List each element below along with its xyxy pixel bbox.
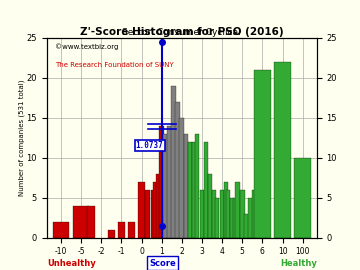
Bar (180, 118, 184, 238)
Bar (220, 190, 224, 238)
Bar (87, 206, 95, 238)
Bar (188, 142, 192, 238)
Bar (163, 134, 168, 238)
Bar (255, 206, 260, 238)
Bar (235, 182, 239, 238)
Bar (192, 142, 196, 238)
Bar (226, 190, 230, 238)
Bar (145, 190, 150, 238)
Bar (248, 198, 253, 238)
Bar (156, 174, 161, 238)
Bar (153, 182, 158, 238)
Bar (204, 142, 208, 238)
Title: Z'-Score Histogram for PSO (2016): Z'-Score Histogram for PSO (2016) (80, 27, 284, 37)
Bar (138, 182, 145, 238)
Bar (224, 182, 229, 238)
Text: ©www.textbiz.org: ©www.textbiz.org (55, 44, 118, 50)
Bar (167, 126, 172, 238)
Y-axis label: Number of companies (531 total): Number of companies (531 total) (19, 79, 25, 196)
Bar (73, 206, 89, 238)
Text: Sector: Consumer Cyclical: Sector: Consumer Cyclical (122, 28, 241, 37)
Bar (108, 230, 115, 238)
Text: 1.0737: 1.0737 (136, 141, 163, 150)
Bar (274, 62, 291, 238)
Bar (184, 134, 188, 238)
Bar (254, 70, 271, 238)
Bar (195, 134, 199, 238)
Text: Healthy: Healthy (280, 259, 317, 268)
Text: Score: Score (149, 259, 176, 268)
Bar (118, 222, 125, 238)
Bar (171, 86, 176, 238)
Bar (240, 190, 244, 238)
Bar (159, 126, 164, 238)
Bar (233, 198, 238, 238)
Bar (53, 222, 69, 238)
Bar (212, 190, 216, 238)
Bar (294, 158, 311, 238)
Bar (252, 190, 257, 238)
Bar (128, 222, 135, 238)
Bar (151, 190, 156, 238)
Bar (208, 174, 212, 238)
Bar (215, 198, 219, 238)
Bar (175, 102, 180, 238)
Text: The Research Foundation of SUNY: The Research Foundation of SUNY (55, 62, 174, 68)
Text: Unhealthy: Unhealthy (47, 259, 95, 268)
Bar (244, 214, 249, 238)
Bar (230, 198, 234, 238)
Bar (200, 190, 204, 238)
